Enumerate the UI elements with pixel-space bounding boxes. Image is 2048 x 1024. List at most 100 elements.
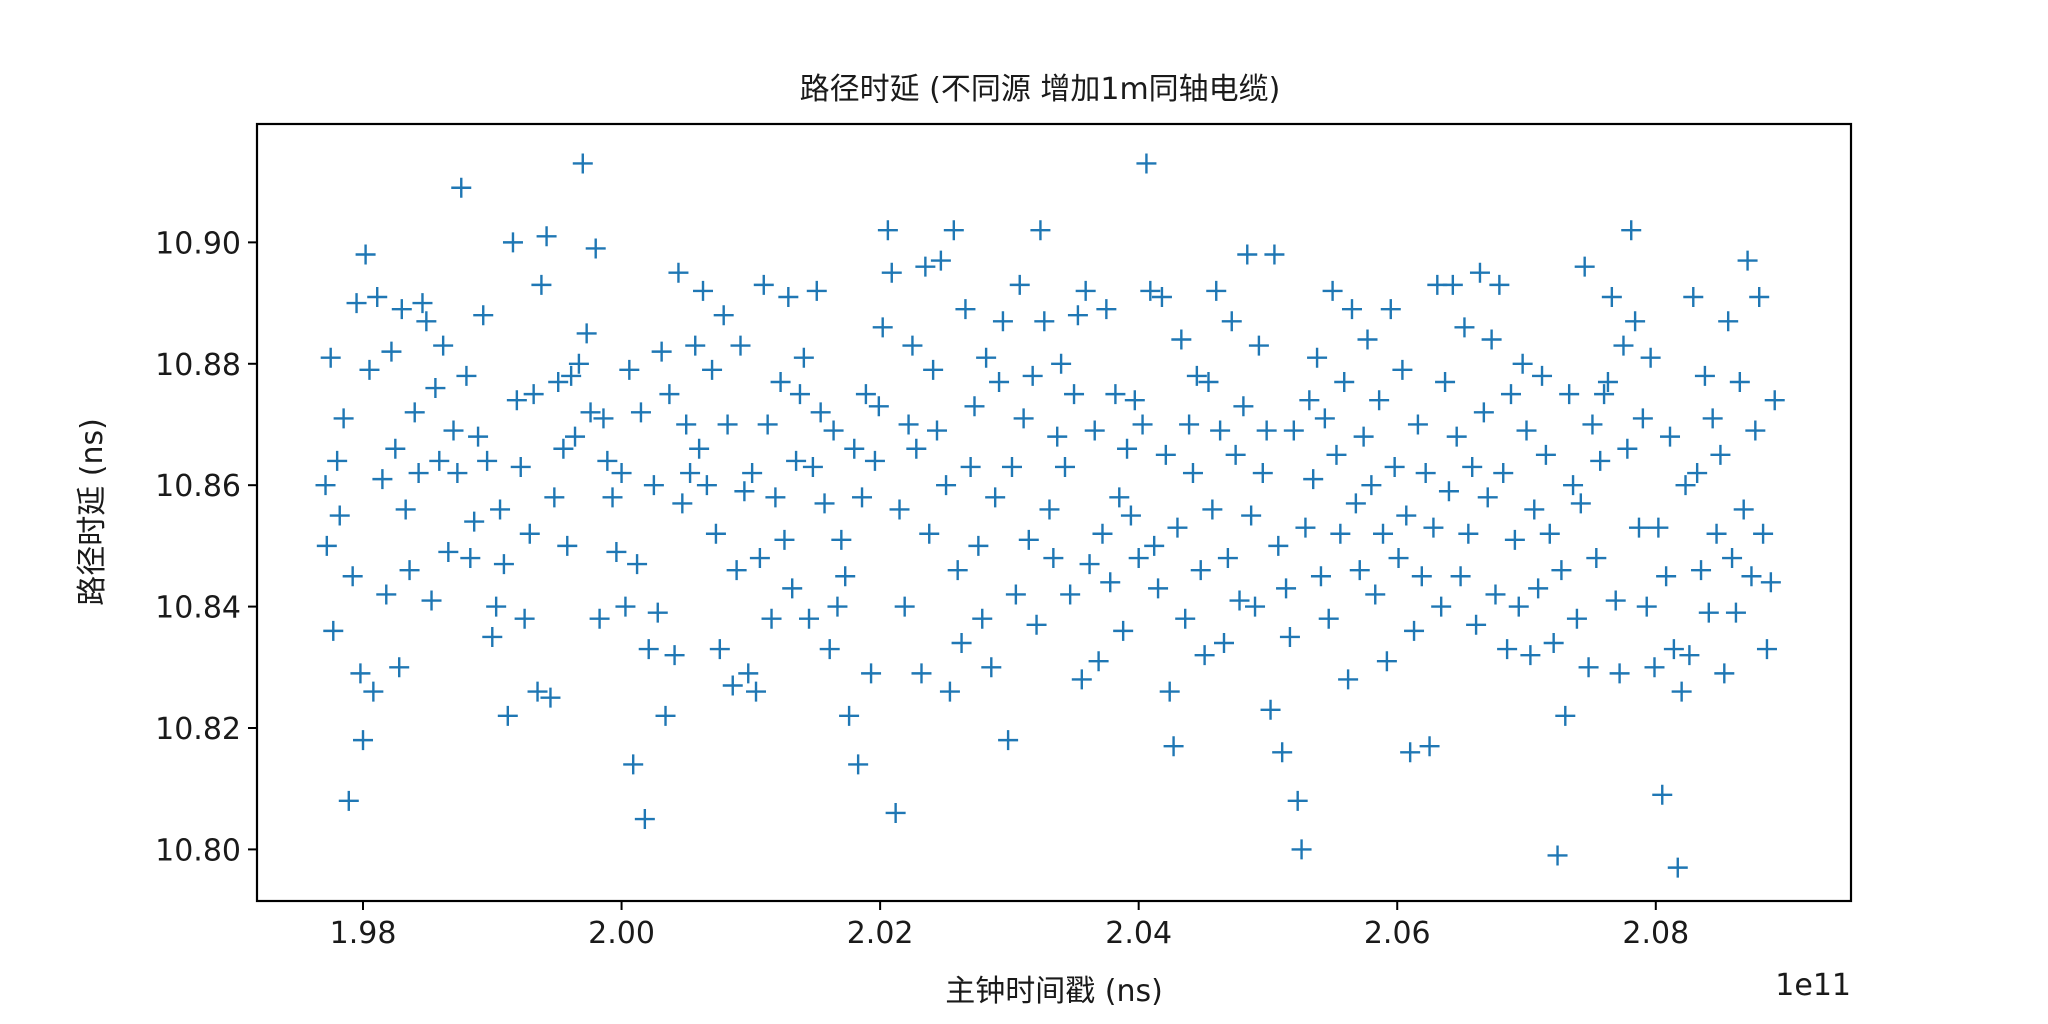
data-point-marker (630, 402, 651, 423)
data-point-marker (523, 384, 544, 405)
data-point-marker (861, 663, 882, 684)
data-point-marker (606, 541, 627, 562)
data-point-marker (580, 402, 601, 423)
data-point-marker (1151, 287, 1172, 308)
data-point-marker (770, 371, 791, 392)
data-point-marker (1667, 857, 1688, 878)
data-point-marker (638, 639, 659, 660)
data-point-marker (726, 560, 747, 581)
data-point-marker (972, 608, 993, 629)
data-point-marker (930, 250, 951, 271)
data-point-marker (1307, 347, 1328, 368)
data-point-marker (885, 802, 906, 823)
data-point-marker (456, 365, 477, 386)
plot-area-frame (255, 122, 1853, 903)
data-point-marker (989, 371, 1010, 392)
data-point-marker (1159, 681, 1180, 702)
data-point-marker (722, 675, 743, 696)
data-point-marker (416, 311, 437, 332)
data-point-marker (1628, 517, 1649, 538)
data-point-marker (561, 365, 582, 386)
x-axis-offset-label: 1e11 (1775, 968, 1851, 1003)
data-point-marker (1547, 845, 1568, 866)
data-point-marker (1710, 444, 1731, 465)
data-point-marker (1594, 384, 1615, 405)
data-point-marker (1179, 414, 1200, 435)
data-point-marker (1299, 390, 1320, 411)
data-point-marker (689, 438, 710, 459)
data-point-marker (1064, 384, 1085, 405)
data-point-marker (1018, 529, 1039, 550)
data-point-marker (1694, 365, 1715, 386)
data-point-marker (806, 280, 827, 301)
data-point-marker (757, 414, 778, 435)
data-point-marker (540, 687, 561, 708)
data-point-marker (421, 590, 442, 611)
data-point-marker (1022, 365, 1043, 386)
data-point-marker (1100, 572, 1121, 593)
data-point-marker (381, 341, 402, 362)
data-point-marker (1295, 517, 1316, 538)
x-axis: 1.98 2.00 2.02 2.04 2.06 2.08 (330, 901, 1689, 951)
x-tick-label: 2.02 (847, 916, 914, 951)
data-point-marker (1722, 548, 1743, 569)
data-point-marker (1555, 705, 1576, 726)
data-point-marker (338, 790, 359, 811)
data-point-marker (761, 608, 782, 629)
data-point-marker (1423, 517, 1444, 538)
data-point-marker (868, 396, 889, 417)
data-point-marker (615, 596, 636, 617)
data-point-marker (1167, 517, 1188, 538)
data-point-marker (693, 280, 714, 301)
data-point-marker (585, 238, 606, 259)
data-point-marker (1663, 639, 1684, 660)
data-point-marker (1698, 602, 1719, 623)
data-point-marker (372, 469, 393, 490)
data-point-marker (1675, 475, 1696, 496)
data-point-marker (1733, 499, 1754, 520)
data-point-marker (497, 705, 518, 726)
data-point-marker (1124, 390, 1145, 411)
data-point-marker (531, 274, 552, 295)
data-point-marker (572, 153, 593, 174)
data-point-marker (557, 535, 578, 556)
data-point-marker (519, 523, 540, 544)
data-point-marker (1252, 463, 1273, 484)
data-point-marker (527, 681, 548, 702)
data-point-marker (1338, 669, 1359, 690)
data-point-marker (1109, 487, 1130, 508)
data-point-marker (1136, 153, 1157, 174)
data-point-marker (1260, 699, 1281, 720)
data-point-marker (906, 438, 927, 459)
data-point-marker (342, 566, 363, 587)
data-point-marker (323, 620, 344, 641)
data-point-marker (1148, 578, 1169, 599)
y-tick-label: 10.84 (155, 591, 241, 626)
data-point-marker (1578, 657, 1599, 678)
data-point-marker (702, 359, 723, 380)
data-point-marker (1051, 353, 1072, 374)
data-point-marker (643, 475, 664, 496)
data-point-marker (1407, 414, 1428, 435)
data-point-marker (315, 475, 336, 496)
data-point-marker (799, 608, 820, 629)
data-point-marker (316, 535, 337, 556)
data-point-marker (1287, 790, 1308, 811)
data-point-marker (438, 541, 459, 562)
data-point-marker (1632, 408, 1653, 429)
data-point-marker (1539, 523, 1560, 544)
data-point-marker (493, 554, 514, 575)
data-point-marker (709, 639, 730, 660)
data-point-marker (1419, 736, 1440, 757)
data-point-marker (1764, 390, 1785, 411)
data-point-marker (844, 438, 865, 459)
data-point-marker (1353, 426, 1374, 447)
data-point-marker (855, 384, 876, 405)
data-point-marker (1113, 620, 1134, 641)
data-point-marker (1481, 329, 1502, 350)
data-point-marker (1702, 408, 1723, 429)
data-point-marker (746, 681, 767, 702)
data-point-marker (408, 463, 429, 484)
data-point-marker (1026, 614, 1047, 635)
data-point-marker (1431, 596, 1452, 617)
